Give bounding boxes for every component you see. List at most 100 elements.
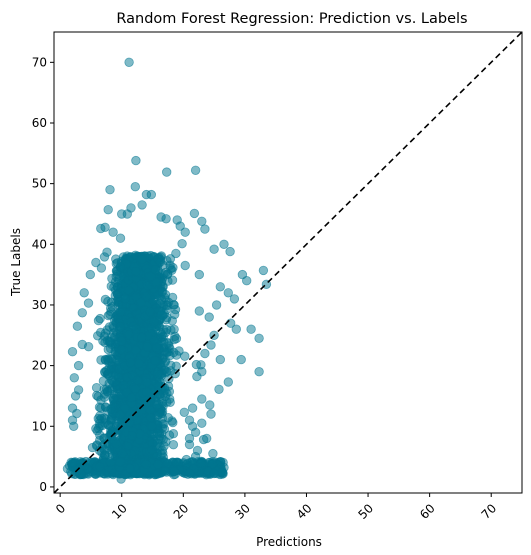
x-tick-label: 10: [109, 501, 130, 522]
data-point: [93, 332, 102, 341]
data-point: [198, 419, 207, 428]
data-point: [255, 334, 264, 343]
data-point: [230, 295, 239, 304]
data-point: [143, 343, 152, 352]
y-tick-label: 20: [32, 359, 47, 373]
x-tick-label: 0: [53, 501, 68, 516]
data-point: [113, 259, 122, 268]
data-point: [132, 267, 141, 276]
y-tick-label: 30: [32, 298, 47, 312]
data-point: [109, 394, 118, 403]
data-point: [138, 201, 147, 210]
data-point: [143, 378, 152, 387]
data-point: [124, 286, 133, 295]
y-tick-label: 0: [39, 480, 47, 494]
data-point: [127, 393, 136, 402]
data-point: [158, 331, 167, 340]
data-point: [68, 458, 77, 467]
data-point: [88, 443, 97, 452]
data-points: [63, 58, 271, 483]
data-point: [101, 223, 110, 232]
data-point: [142, 292, 151, 301]
data-point: [107, 405, 116, 414]
data-point: [146, 308, 155, 317]
data-point: [70, 374, 79, 383]
data-point: [198, 395, 207, 404]
data-point: [74, 466, 83, 475]
data-point: [151, 356, 160, 365]
data-point: [163, 459, 172, 468]
data-point: [92, 383, 101, 392]
data-point: [205, 313, 214, 322]
data-point: [114, 301, 123, 310]
data-point: [170, 467, 179, 476]
data-point: [191, 452, 200, 461]
data-point: [220, 240, 229, 249]
data-point: [107, 282, 116, 291]
data-point: [105, 337, 114, 346]
data-point: [105, 364, 114, 373]
data-point: [224, 378, 233, 387]
data-point: [170, 301, 179, 310]
data-point: [97, 264, 106, 273]
data-point: [137, 333, 146, 342]
data-point: [216, 355, 225, 364]
data-point: [168, 417, 177, 426]
data-point: [163, 339, 172, 348]
data-point: [100, 414, 109, 423]
data-point: [158, 287, 167, 296]
data-point: [188, 404, 197, 413]
data-point: [106, 310, 115, 319]
data-point: [159, 270, 168, 279]
data-point: [115, 418, 124, 427]
data-point: [106, 185, 115, 194]
data-point: [74, 386, 83, 395]
data-point: [100, 385, 109, 394]
data-point: [116, 323, 125, 332]
data-point: [153, 429, 162, 438]
data-point: [132, 325, 141, 334]
data-point: [185, 469, 194, 478]
data-point: [126, 358, 135, 367]
data-point: [142, 400, 151, 409]
y-tick-label: 60: [32, 116, 47, 130]
data-point: [182, 455, 191, 464]
data-point: [181, 228, 190, 237]
data-point: [96, 314, 105, 323]
data-point: [178, 239, 187, 248]
data-point: [207, 410, 216, 419]
data-point: [74, 361, 83, 370]
data-point: [259, 266, 268, 275]
data-point: [255, 367, 264, 376]
data-point: [104, 205, 113, 214]
data-point: [195, 307, 204, 316]
data-point: [166, 398, 175, 407]
x-tick-label: 40: [294, 501, 315, 522]
data-point: [148, 446, 157, 455]
data-point: [131, 182, 140, 191]
data-point: [210, 469, 219, 478]
y-tick-label: 50: [32, 177, 47, 191]
x-tick-label: 50: [355, 501, 376, 522]
data-point: [156, 258, 165, 267]
data-point: [116, 234, 125, 243]
data-point: [206, 401, 215, 410]
data-point: [150, 318, 159, 327]
data-point: [185, 440, 194, 449]
data-point: [172, 249, 181, 258]
data-point: [198, 217, 207, 226]
data-point: [142, 388, 151, 397]
data-point: [201, 225, 210, 234]
data-point: [210, 245, 219, 254]
data-point: [191, 166, 200, 175]
data-point: [155, 410, 164, 419]
data-point: [162, 168, 171, 177]
data-point: [247, 325, 256, 334]
chart-title: Random Forest Regression: Prediction vs.…: [116, 11, 467, 27]
data-point: [172, 334, 181, 343]
data-point: [226, 247, 235, 256]
y-tick-label: 10: [32, 419, 47, 433]
data-point: [147, 272, 156, 281]
x-axis-label: Predictions: [256, 535, 322, 549]
data-point: [164, 382, 173, 391]
